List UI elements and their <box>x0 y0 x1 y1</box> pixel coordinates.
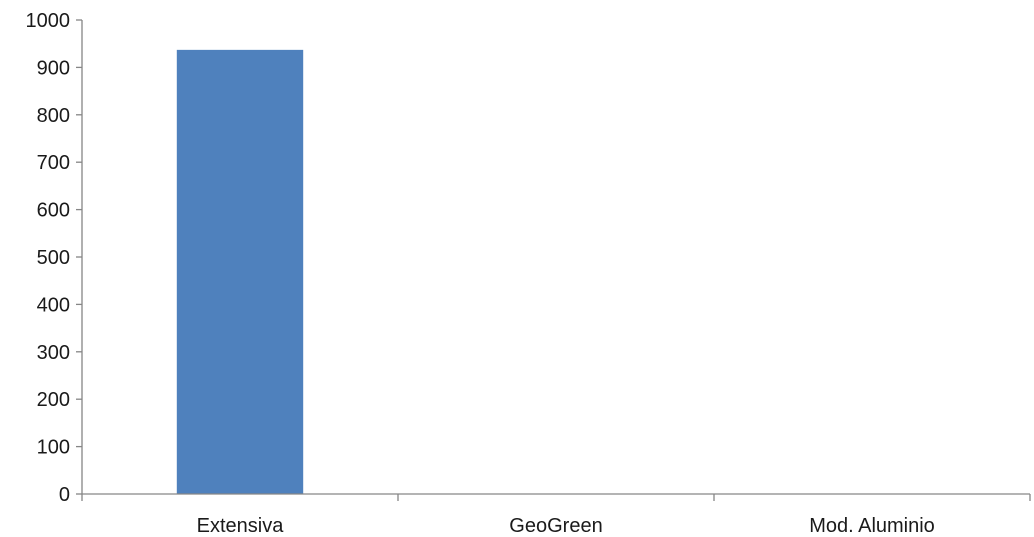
y-tick-label: 100 <box>37 437 70 459</box>
y-tick-label: 200 <box>37 389 70 411</box>
y-tick-label: 400 <box>37 294 70 316</box>
y-tick-label: 0 <box>59 484 70 506</box>
x-tick-label: GeoGreen <box>509 515 602 537</box>
y-tick-label: 300 <box>37 342 70 364</box>
bars <box>176 49 936 494</box>
y-tick-label: 1000 <box>26 10 71 32</box>
y-tick-label: 800 <box>37 105 70 127</box>
bar-extensiva <box>176 49 304 494</box>
x-tick-label: Mod. Aluminio <box>809 515 935 537</box>
x-axis-ticks: Extensiva GeoGreen Mod. Aluminio <box>81 494 1031 537</box>
y-tick-label: 600 <box>37 200 70 222</box>
y-tick-label: 700 <box>37 152 70 174</box>
x-tick-label: Extensiva <box>197 515 285 537</box>
y-axis-ticks: 0 100 200 300 400 500 600 700 800 900 1000 <box>26 10 82 506</box>
y-tick-label: 900 <box>37 57 70 79</box>
y-tick-label: 500 <box>37 247 70 269</box>
